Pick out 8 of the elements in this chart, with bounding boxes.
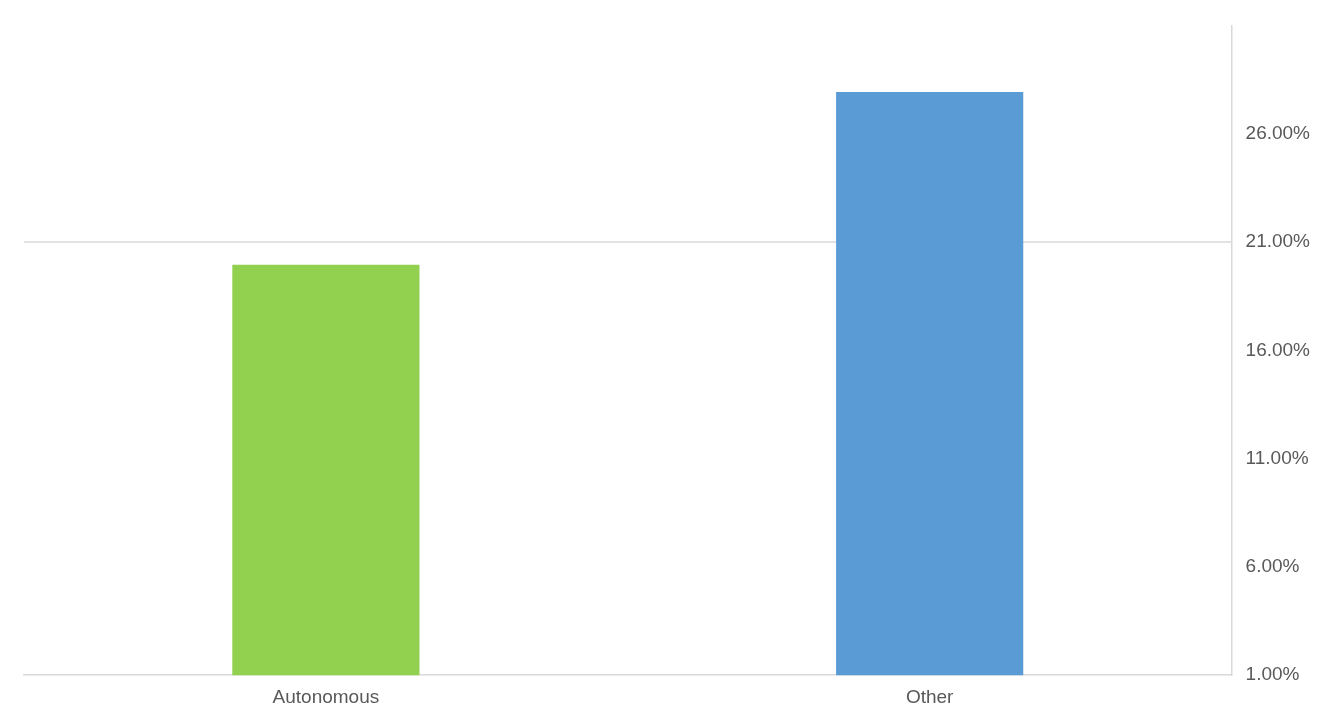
y-tick-label: 16.00% [1245, 338, 1311, 360]
y-tick-label: 21.00% [1245, 230, 1311, 252]
x-tick-label: Autonomous [272, 685, 380, 707]
y-tick-label: 11.00% [1245, 446, 1309, 468]
y-tick-label: 26.00% [1245, 121, 1311, 143]
y-tick-label: 6.00% [1245, 555, 1300, 577]
x-tick-label: Other [905, 685, 955, 707]
y-tick-label: 1.00% [1245, 663, 1300, 685]
